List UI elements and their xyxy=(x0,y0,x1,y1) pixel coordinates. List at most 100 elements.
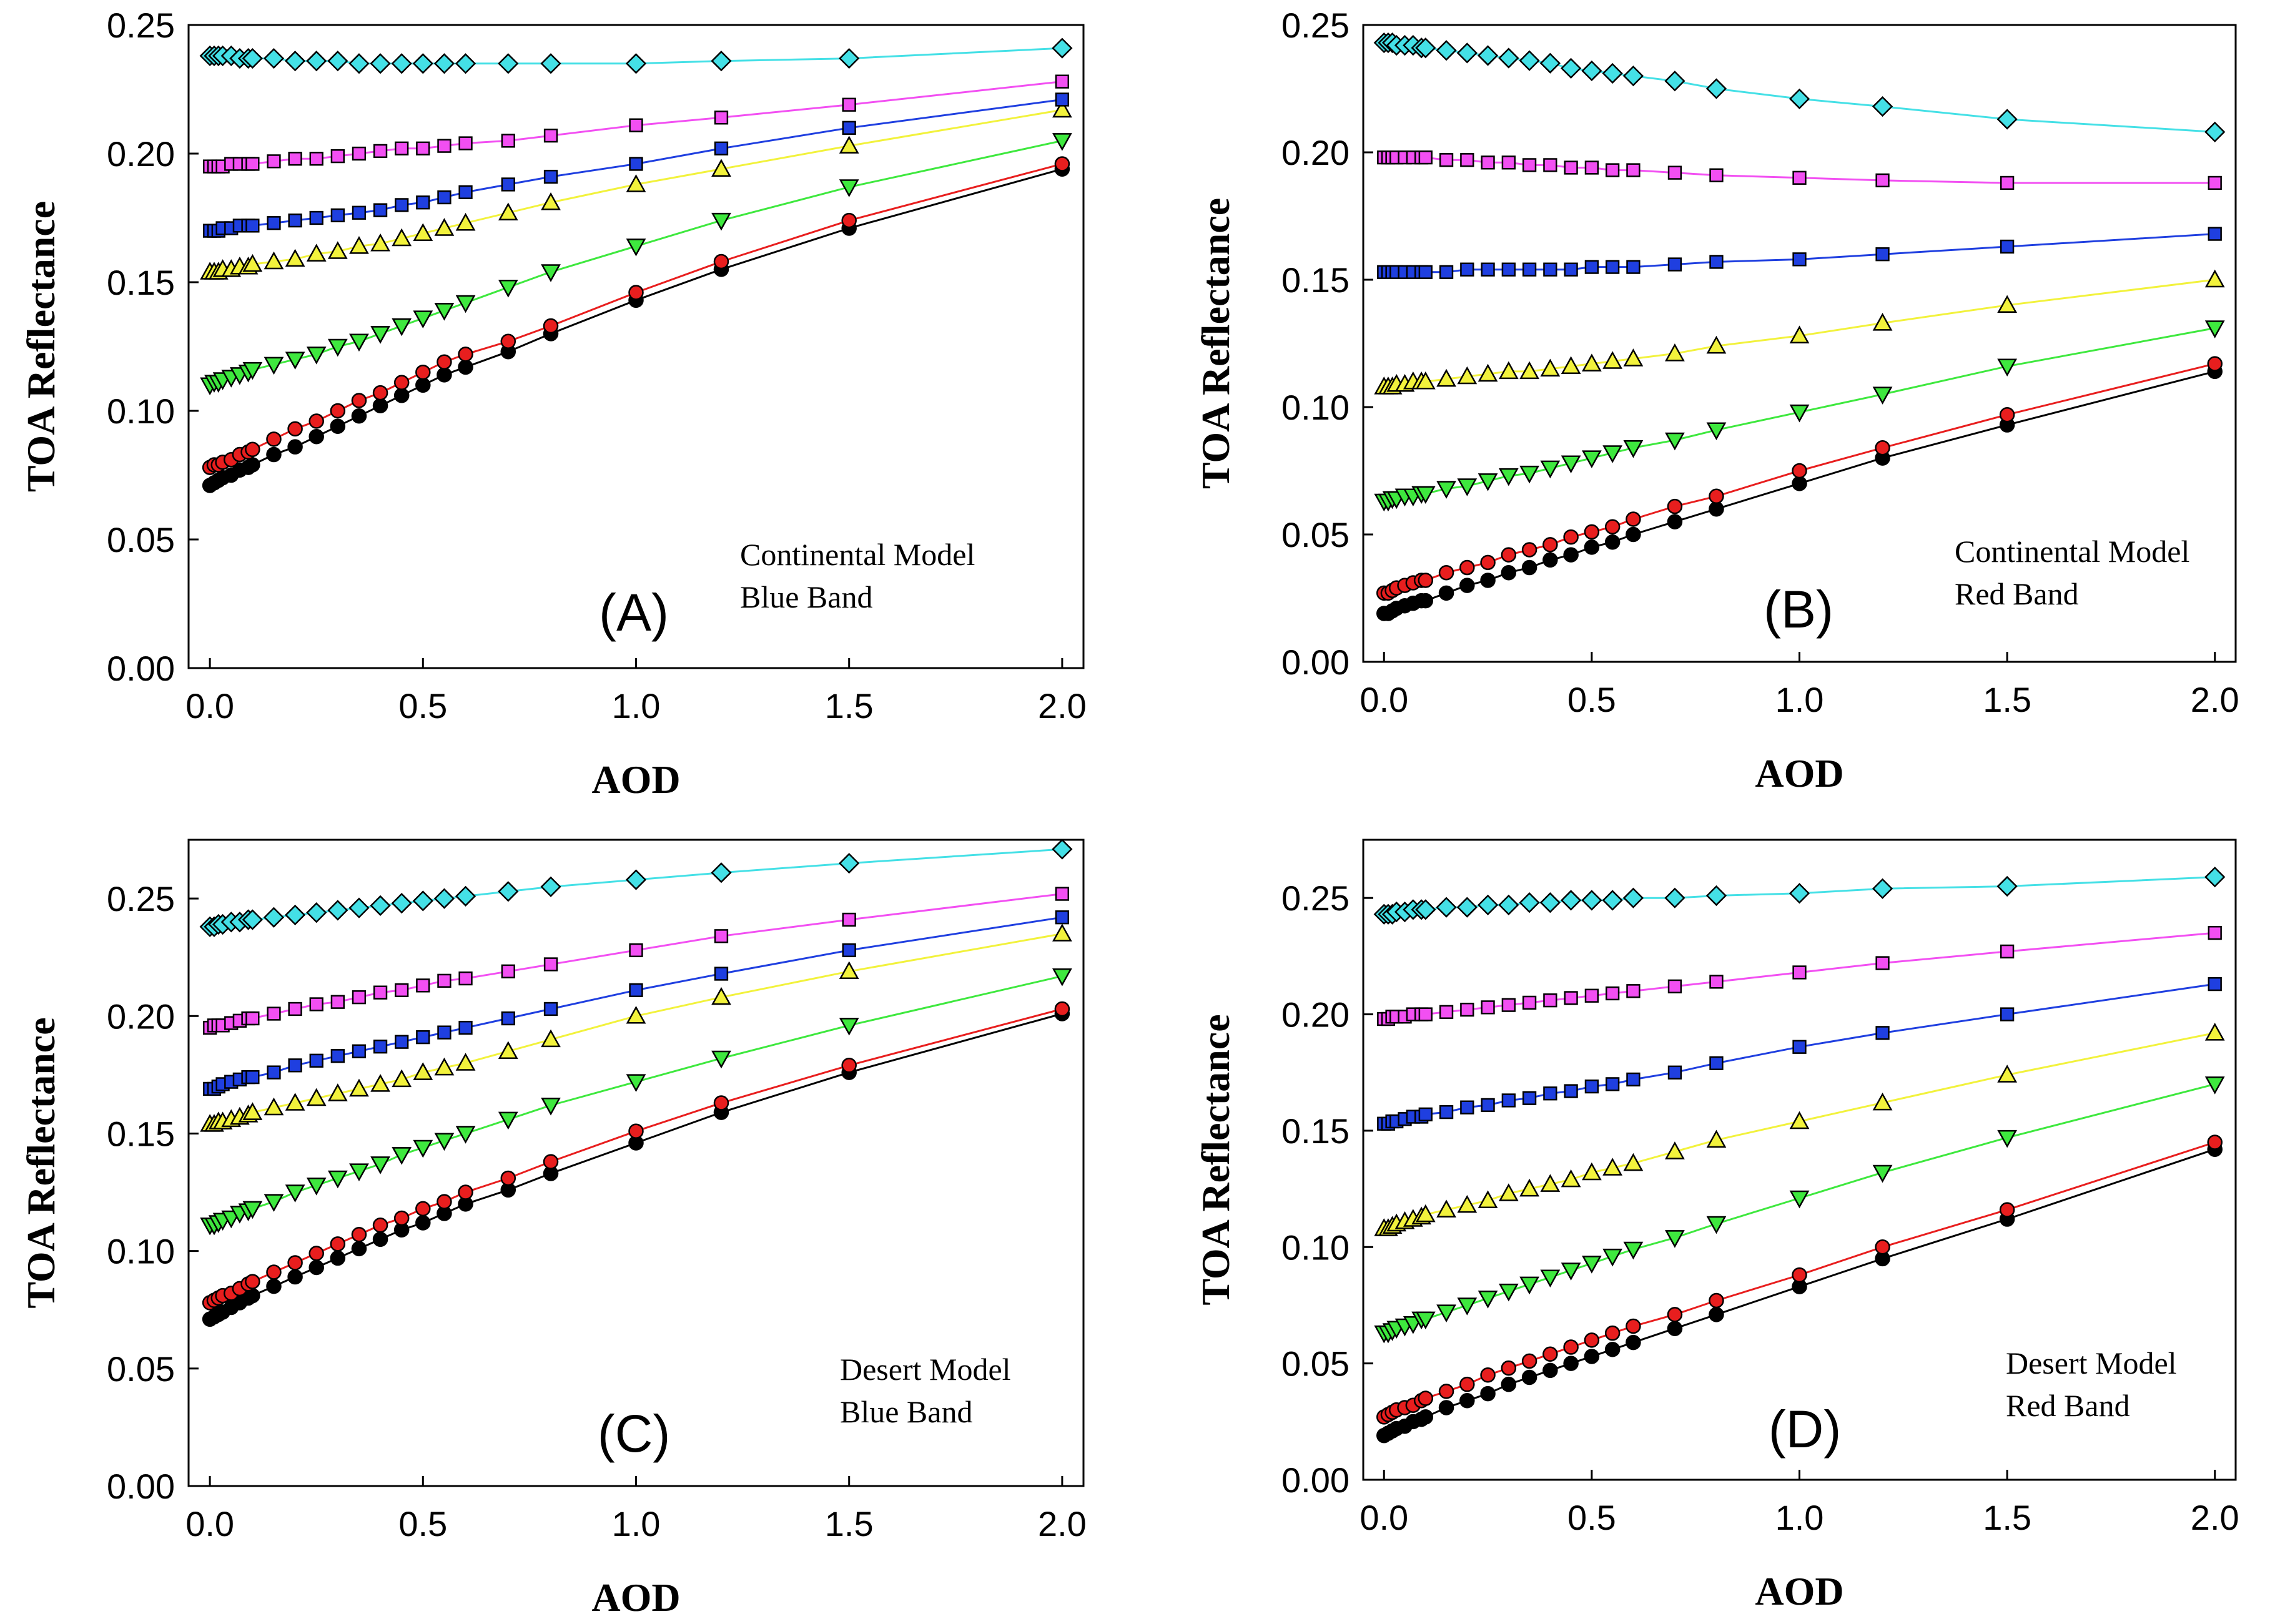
data-point-green xyxy=(349,1163,369,1181)
data-point-yellow xyxy=(498,202,518,221)
data-point-magenta xyxy=(245,1011,260,1026)
data-point-red xyxy=(1521,1353,1537,1369)
data-point-green xyxy=(1602,1248,1623,1267)
data-point-red xyxy=(458,347,473,362)
data-point-yellow xyxy=(1561,356,1581,374)
data-point-blue xyxy=(458,185,473,199)
data-point-yellow xyxy=(1582,353,1602,372)
data-point-blue xyxy=(437,190,452,205)
data-point-magenta xyxy=(416,978,430,993)
data-point-cyan xyxy=(1456,42,1478,64)
data-point-cyan xyxy=(711,862,732,883)
data-point-green xyxy=(413,310,433,329)
data-point-cyan xyxy=(540,876,561,897)
data-point-red xyxy=(1438,1384,1454,1399)
data-point-green xyxy=(285,352,305,370)
data-point-red xyxy=(287,1255,303,1271)
data-point-magenta xyxy=(1564,160,1578,175)
data-point-red xyxy=(628,285,644,300)
x-axis-title: AOD xyxy=(1755,751,1843,795)
data-point-red xyxy=(330,403,346,419)
y-tick-label: 0.20 xyxy=(1281,133,1350,172)
data-point-red xyxy=(1875,440,1890,456)
data-point-red xyxy=(1563,529,1579,545)
data-point-black xyxy=(245,457,260,473)
data-point-cyan xyxy=(625,869,647,890)
data-point-green xyxy=(285,1184,305,1203)
data-point-green xyxy=(1997,1129,2017,1148)
data-point-green xyxy=(1623,1241,1644,1260)
data-point-red xyxy=(351,393,367,408)
model-annotation: Red Band xyxy=(1955,576,2079,611)
data-point-blue xyxy=(543,1001,558,1016)
data-point-magenta xyxy=(1584,160,1599,175)
data-point-red xyxy=(1542,1346,1558,1362)
x-axis-title: AOD xyxy=(591,1575,680,1620)
y-axis-title: TOA Reflectance xyxy=(1193,198,1238,489)
data-point-magenta xyxy=(1584,988,1599,1003)
y-tick-label: 0.25 xyxy=(107,6,175,45)
x-tick-label: 0.5 xyxy=(398,686,447,726)
data-point-red xyxy=(543,318,559,334)
data-point-blue xyxy=(1543,1086,1557,1101)
data-point-yellow xyxy=(1478,363,1498,382)
data-point-green xyxy=(1872,1164,1893,1183)
panel-label: (A) xyxy=(599,583,669,642)
data-point-yellow xyxy=(327,1083,348,1101)
data-point-red xyxy=(1054,156,1070,172)
data-point-cyan xyxy=(412,890,433,912)
data-point-cyan xyxy=(263,47,285,69)
data-point-blue xyxy=(501,177,515,192)
data-point-cyan xyxy=(1789,88,1810,109)
data-point-cyan xyxy=(370,895,391,916)
data-point-yellow xyxy=(626,1005,646,1024)
y-tick-label: 0.10 xyxy=(107,391,175,431)
data-point-cyan xyxy=(1602,62,1623,84)
data-point-red xyxy=(1418,1390,1434,1406)
y-tick-label: 0.25 xyxy=(1281,6,1350,45)
data-point-magenta xyxy=(373,985,388,1000)
data-point-magenta xyxy=(1055,887,1070,901)
data-point-red xyxy=(1604,1325,1621,1341)
y-tick-label: 0.15 xyxy=(107,263,175,302)
data-point-magenta xyxy=(1481,1000,1495,1015)
data-point-blue xyxy=(1626,260,1641,274)
data-point-blue xyxy=(1460,1100,1474,1115)
data-point-blue xyxy=(1605,1077,1620,1091)
model-annotation: Red Band xyxy=(2006,1388,2130,1423)
data-point-blue xyxy=(373,1040,388,1054)
data-point-blue xyxy=(501,1011,515,1026)
data-point-blue xyxy=(1584,1079,1599,1094)
series-magenta xyxy=(1377,925,2222,1026)
data-point-yellow xyxy=(541,1029,561,1048)
series-blue xyxy=(202,92,1070,238)
data-point-yellow xyxy=(1706,1129,1727,1148)
data-point-blue xyxy=(245,1070,260,1085)
data-point-magenta xyxy=(543,957,558,972)
series-yellow xyxy=(200,99,1072,280)
data-point-green xyxy=(1415,486,1436,504)
y-tick-label: 0.00 xyxy=(1281,642,1350,682)
series-red xyxy=(202,156,1070,475)
data-point-magenta xyxy=(458,971,473,986)
data-point-yellow xyxy=(1602,1158,1623,1176)
data-point-cyan xyxy=(2204,121,2226,142)
data-point-blue xyxy=(416,195,430,210)
data-point-black xyxy=(287,1269,303,1285)
data-point-green xyxy=(1457,478,1478,496)
panel-label: (C) xyxy=(598,1404,671,1463)
data-point-green xyxy=(264,1194,284,1212)
x-tick-label: 1.0 xyxy=(1775,1498,1824,1537)
data-point-cyan xyxy=(1996,875,2018,897)
series-blue xyxy=(202,910,1070,1096)
data-point-blue xyxy=(330,1049,345,1063)
data-point-magenta xyxy=(352,990,367,1005)
data-point-cyan xyxy=(1052,839,1073,860)
x-tick-label: 2.0 xyxy=(1038,686,1087,726)
data-point-cyan xyxy=(1519,892,1540,913)
data-point-green xyxy=(711,1050,731,1069)
data-point-green xyxy=(1665,432,1685,451)
data-point-yellow xyxy=(1436,1199,1456,1218)
data-point-cyan xyxy=(1622,887,1644,908)
data-point-green xyxy=(1789,404,1810,423)
